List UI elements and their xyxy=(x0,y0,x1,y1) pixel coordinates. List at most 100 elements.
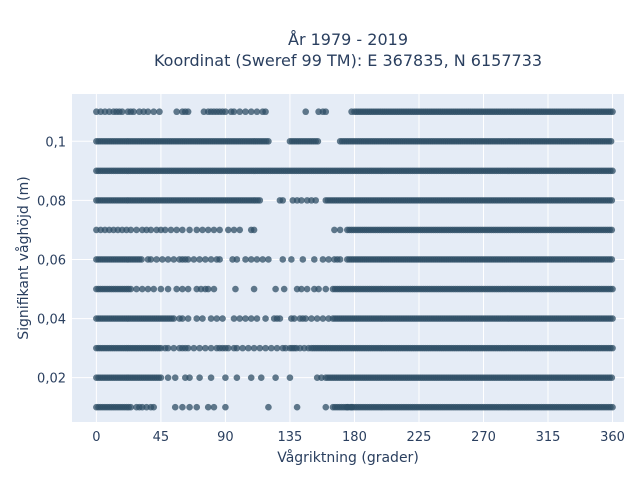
data-point xyxy=(232,285,239,293)
data-point xyxy=(608,197,616,204)
data-points xyxy=(93,108,616,411)
data-point xyxy=(199,315,206,322)
data-point xyxy=(262,108,269,116)
data-point xyxy=(331,226,338,234)
data-point xyxy=(247,374,255,381)
data-point xyxy=(233,374,241,381)
data-point xyxy=(196,344,203,352)
data-point xyxy=(272,285,279,293)
data-point xyxy=(305,344,312,352)
x-tick-label: 360 xyxy=(600,430,625,445)
data-point xyxy=(282,344,289,352)
data-point xyxy=(608,374,616,381)
data-point xyxy=(313,315,321,322)
data-point xyxy=(133,226,140,234)
data-point xyxy=(318,374,325,381)
data-point xyxy=(179,315,186,322)
data-point xyxy=(230,108,238,116)
data-point xyxy=(236,226,244,234)
data-point xyxy=(247,108,255,116)
data-point xyxy=(222,108,229,116)
data-point xyxy=(190,256,198,263)
data-point xyxy=(153,256,160,263)
data-point xyxy=(230,226,238,234)
data-point xyxy=(161,226,169,234)
y-axis-label: Signifikant våghöjd (m) xyxy=(15,176,32,339)
data-point xyxy=(144,108,152,116)
chart-title-line-1: År 1979 - 2019 xyxy=(288,30,408,49)
x-tick-label: 135 xyxy=(278,430,303,445)
data-point xyxy=(298,285,305,293)
data-point xyxy=(247,256,255,263)
data-point xyxy=(262,344,269,352)
data-point xyxy=(230,315,238,322)
x-tick-label: 0 xyxy=(92,430,100,445)
data-point xyxy=(216,226,223,234)
data-point xyxy=(250,226,258,234)
data-point xyxy=(253,108,261,116)
data-point xyxy=(325,315,332,322)
data-point xyxy=(186,226,193,234)
data-point xyxy=(256,344,264,352)
data-point xyxy=(348,403,355,411)
x-tick-label: 315 xyxy=(536,430,561,445)
x-tick-label: 180 xyxy=(342,430,367,445)
y-axis-ticks: 0,02 0,04 0,06 0,08 0,1 xyxy=(37,135,66,386)
data-point xyxy=(184,344,192,352)
data-point xyxy=(173,108,180,116)
data-point xyxy=(245,344,252,352)
data-point xyxy=(322,403,330,411)
data-point xyxy=(609,315,616,322)
data-point xyxy=(302,108,310,116)
data-point xyxy=(273,344,281,352)
data-point xyxy=(170,256,178,263)
data-point xyxy=(314,137,322,145)
data-point xyxy=(164,374,172,381)
data-point xyxy=(609,403,616,411)
data-point xyxy=(224,226,232,234)
data-point xyxy=(233,344,241,352)
data-point xyxy=(224,344,232,352)
data-point xyxy=(609,285,616,293)
data-point xyxy=(150,285,158,293)
x-axis-label: Vågriktning (grader) xyxy=(277,449,419,466)
data-point xyxy=(265,137,272,145)
y-tick-label: 0,06 xyxy=(37,253,66,268)
data-point xyxy=(184,315,192,322)
data-point xyxy=(293,403,301,411)
data-point xyxy=(236,108,244,116)
data-point xyxy=(336,256,344,263)
data-point xyxy=(207,374,215,381)
data-point xyxy=(147,226,155,234)
data-point xyxy=(157,374,165,381)
data-point xyxy=(164,285,172,293)
data-point xyxy=(202,256,209,263)
data-point xyxy=(179,285,186,293)
data-point xyxy=(247,315,255,322)
data-point xyxy=(159,256,166,263)
data-point xyxy=(298,197,305,204)
data-point xyxy=(150,403,158,411)
data-point xyxy=(265,403,272,411)
data-point xyxy=(242,315,249,322)
data-point xyxy=(184,285,192,293)
data-point xyxy=(315,285,322,293)
data-point xyxy=(279,197,287,204)
x-tick-label: 90 xyxy=(217,430,234,445)
data-point xyxy=(322,285,330,293)
data-point xyxy=(147,256,155,263)
data-point xyxy=(173,226,180,234)
data-point xyxy=(186,374,193,381)
data-point xyxy=(204,226,212,234)
data-point xyxy=(609,344,616,352)
data-point xyxy=(242,108,249,116)
data-point xyxy=(286,374,294,381)
data-point xyxy=(150,108,158,116)
data-point xyxy=(196,374,203,381)
data-point xyxy=(250,285,258,293)
data-point xyxy=(272,374,279,381)
data-point xyxy=(133,285,140,293)
data-point xyxy=(276,315,284,322)
data-point xyxy=(156,108,163,116)
data-point xyxy=(308,315,315,322)
